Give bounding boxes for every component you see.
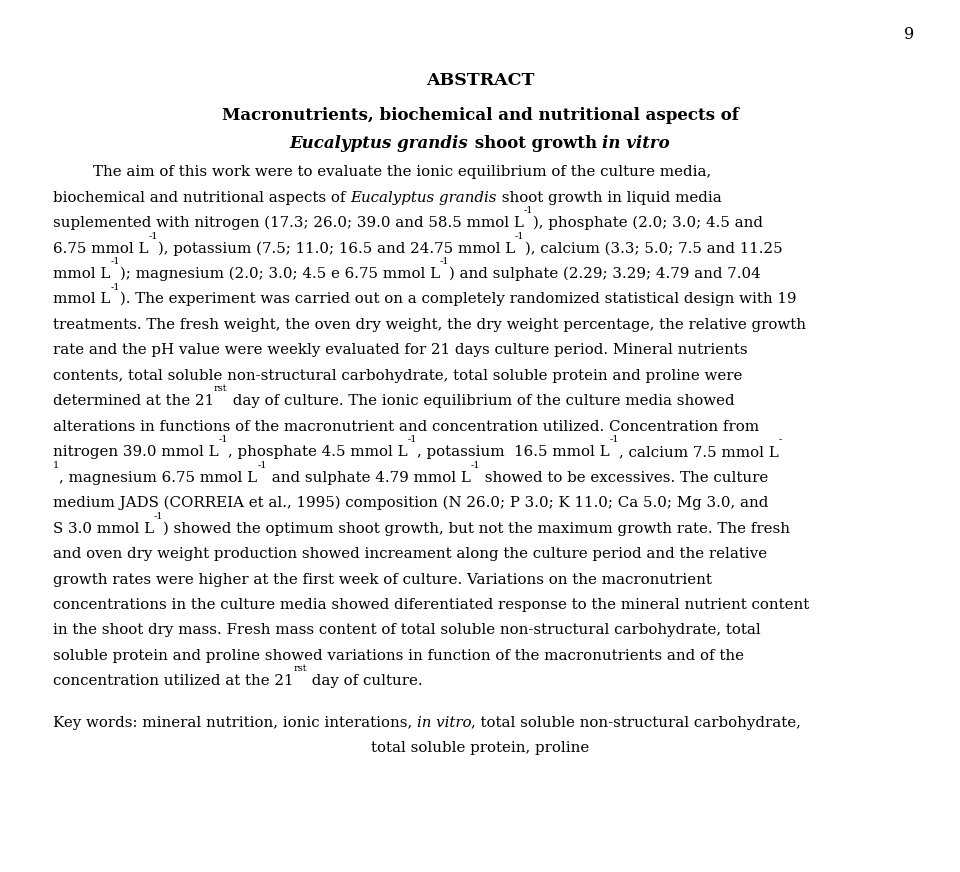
Text: shoot growth in liquid media: shoot growth in liquid media [496,191,721,205]
Text: nitrogen 39.0 mmol L: nitrogen 39.0 mmol L [53,446,219,460]
Text: medium JADS (CORREIA et al., 1995) composition (N 26.0; P 3.0; K 11.0; Ca 5.0; M: medium JADS (CORREIA et al., 1995) compo… [53,496,768,510]
Text: ) showed the optimum shoot growth, but not the maximum growth rate. The fresh: ) showed the optimum shoot growth, but n… [163,521,790,535]
Text: rst: rst [294,664,307,673]
Text: ABSTRACT: ABSTRACT [426,72,534,88]
Text: mmol L: mmol L [53,292,110,306]
Text: alterations in functions of the macronutrient and concentration utilized. Concen: alterations in functions of the macronut… [53,419,759,433]
Text: in vitro: in vitro [603,135,670,152]
Text: Eucalyptus grandis: Eucalyptus grandis [350,191,496,205]
Text: contents, total soluble non-structural carbohydrate, total soluble protein and p: contents, total soluble non-structural c… [53,369,742,383]
Text: soluble protein and proline showed variations in function of the macronutrients : soluble protein and proline showed varia… [53,649,744,663]
Text: day of culture. The ionic equilibrium of the culture media showed: day of culture. The ionic equilibrium of… [228,394,734,408]
Text: Eucalyptus grandis: Eucalyptus grandis [290,135,468,152]
Text: , calcium 7.5 mmol L: , calcium 7.5 mmol L [619,446,779,460]
Text: The aim of this work were to evaluate the ionic equilibrium of the culture media: The aim of this work were to evaluate th… [93,165,711,179]
Text: in vitro: in vitro [417,716,471,730]
Text: concentrations in the culture media showed diferentiated response to the mineral: concentrations in the culture media show… [53,598,809,612]
Text: and oven dry weight production showed increament along the culture period and th: and oven dry weight production showed in… [53,547,767,561]
Text: day of culture.: day of culture. [307,674,422,688]
Text: 9: 9 [903,26,914,43]
Text: , magnesium 6.75 mmol L: , magnesium 6.75 mmol L [60,471,257,485]
Text: Macronutrients, biochemical and nutritional aspects of: Macronutrients, biochemical and nutritio… [222,107,738,124]
Text: -1: -1 [523,206,533,215]
Text: suplemented with nitrogen (17.3; 26.0; 39.0 and 58.5 mmol L: suplemented with nitrogen (17.3; 26.0; 3… [53,215,523,230]
Text: -1: -1 [257,460,267,470]
Text: , phosphate 4.5 mmol L: , phosphate 4.5 mmol L [228,446,408,460]
Text: total soluble protein, proline: total soluble protein, proline [371,741,589,755]
Text: -1: -1 [470,460,480,470]
Text: ), calcium (3.3; 5.0; 7.5 and 11.25: ), calcium (3.3; 5.0; 7.5 and 11.25 [524,242,782,255]
Text: -1: -1 [110,257,120,266]
Text: and sulphate 4.79 mmol L: and sulphate 4.79 mmol L [267,471,470,485]
Text: rate and the pH value were weekly evaluated for 21 days culture period. Mineral : rate and the pH value were weekly evalua… [53,344,748,358]
Text: -: - [779,435,782,444]
Text: -1: -1 [154,512,163,521]
Text: , potassium  16.5 mmol L: , potassium 16.5 mmol L [417,446,610,460]
Text: ), potassium (7.5; 11.0; 16.5 and 24.75 mmol L: ), potassium (7.5; 11.0; 16.5 and 24.75 … [157,242,516,255]
Text: shoot growth: shoot growth [468,135,603,152]
Text: concentration utilized at the 21: concentration utilized at the 21 [53,674,294,688]
Text: -1: -1 [219,435,228,444]
Text: -1: -1 [516,232,524,241]
Text: , total soluble non-structural carbohydrate,: , total soluble non-structural carbohydr… [471,716,802,730]
Text: Key words: mineral nutrition, ionic interations,: Key words: mineral nutrition, ionic inte… [53,716,417,730]
Text: ), phosphate (2.0; 3.0; 4.5 and: ), phosphate (2.0; 3.0; 4.5 and [533,215,763,230]
Text: determined at the 21: determined at the 21 [53,394,214,408]
Text: growth rates were higher at the first week of culture. Variations on the macronu: growth rates were higher at the first we… [53,573,711,587]
Text: mmol L: mmol L [53,267,110,281]
Text: biochemical and nutritional aspects of: biochemical and nutritional aspects of [53,191,350,205]
Text: treatments. The fresh weight, the oven dry weight, the dry weight percentage, th: treatments. The fresh weight, the oven d… [53,318,805,332]
Text: in the shoot dry mass. Fresh mass content of total soluble non-structural carboh: in the shoot dry mass. Fresh mass conten… [53,623,760,637]
Text: S 3.0 mmol L: S 3.0 mmol L [53,521,154,535]
Text: -1: -1 [408,435,417,444]
Text: ); magnesium (2.0; 3.0; 4.5 e 6.75 mmol L: ); magnesium (2.0; 3.0; 4.5 e 6.75 mmol … [120,267,440,281]
Text: showed to be excessives. The culture: showed to be excessives. The culture [480,471,768,485]
Text: -1: -1 [610,435,619,444]
Text: 6.75 mmol L: 6.75 mmol L [53,242,148,255]
Text: -1: -1 [110,283,120,291]
Text: ). The experiment was carried out on a completely randomized statistical design : ). The experiment was carried out on a c… [120,292,796,306]
Text: -1: -1 [148,232,157,241]
Text: ) and sulphate (2.29; 3.29; 4.79 and 7.04: ) and sulphate (2.29; 3.29; 4.79 and 7.0… [449,267,761,281]
Text: 1: 1 [53,460,60,470]
Text: -1: -1 [440,257,449,266]
Text: rst: rst [214,385,228,393]
